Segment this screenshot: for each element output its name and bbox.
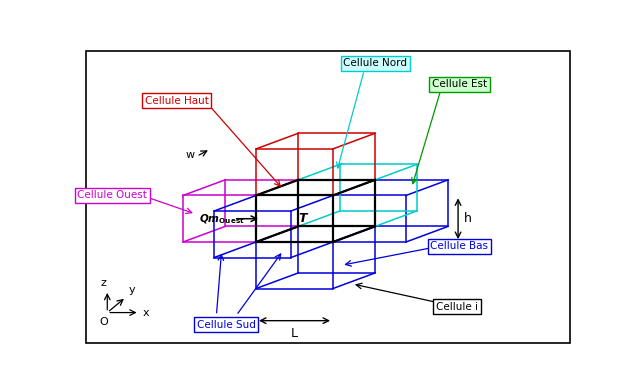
Text: Cellule i: Cellule i [436, 301, 478, 312]
Text: Cellule Sud: Cellule Sud [197, 319, 256, 330]
Text: O: O [99, 317, 108, 327]
Text: z: z [100, 278, 106, 288]
Text: x: x [143, 308, 150, 317]
Text: h: h [464, 212, 472, 225]
Text: $\boldsymbol{T}$: $\boldsymbol{T}$ [298, 212, 309, 225]
Text: Cellule Bas: Cellule Bas [431, 241, 488, 252]
Text: Cellule Nord: Cellule Nord [343, 58, 407, 68]
FancyBboxPatch shape [86, 51, 570, 342]
Text: y: y [129, 285, 135, 295]
Text: Cellule Ouest: Cellule Ouest [77, 190, 147, 200]
Text: $\boldsymbol{Qm}_{\mathbf{Ouest}}$: $\boldsymbol{Qm}_{\mathbf{Ouest}}$ [199, 212, 244, 225]
Text: L: L [291, 327, 298, 340]
Text: Cellule Est: Cellule Est [432, 79, 487, 89]
Text: Cellule Haut: Cellule Haut [145, 96, 209, 106]
Text: w: w [186, 150, 195, 160]
